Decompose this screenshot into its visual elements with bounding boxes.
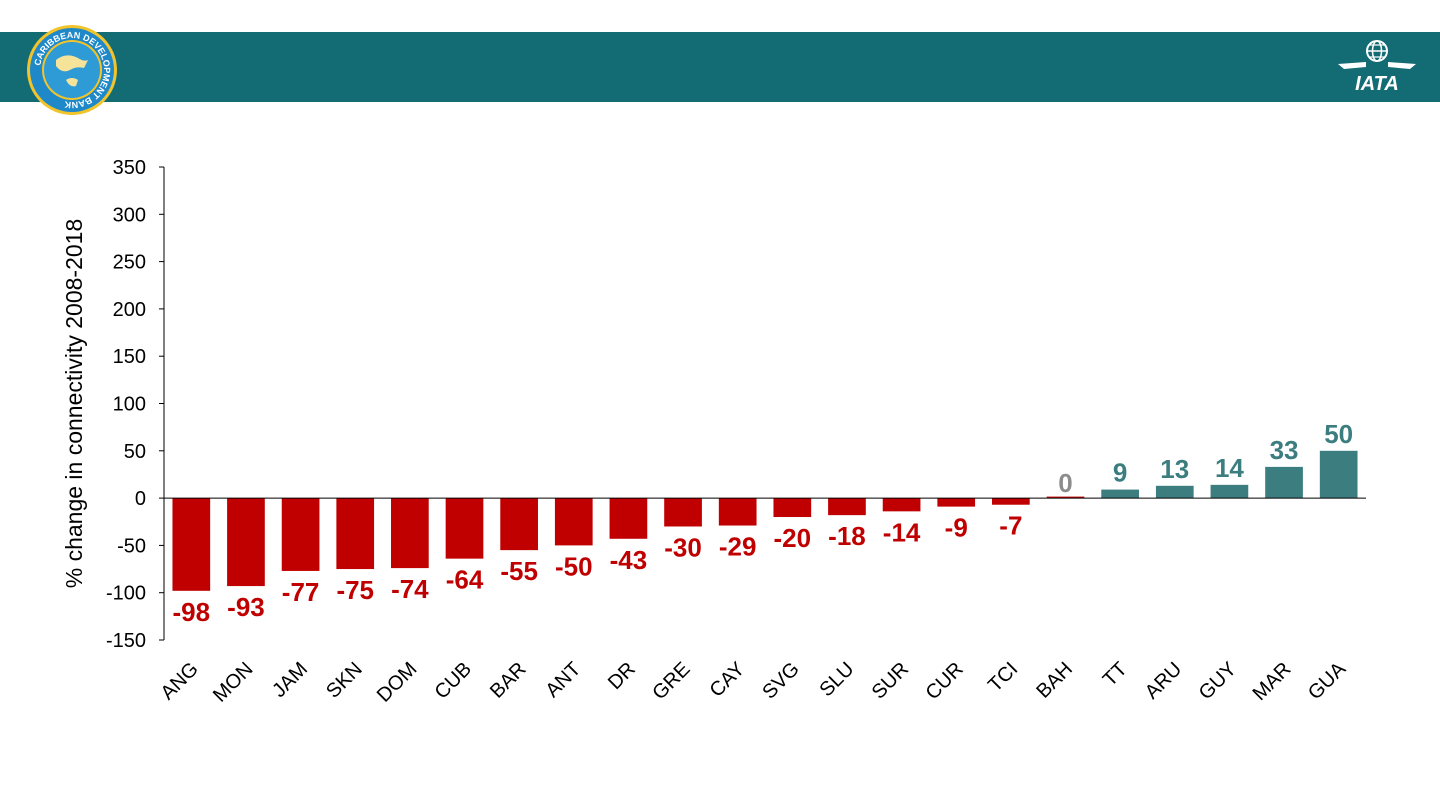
caribbean-development-bank-logo: CARIBBEAN DEVELOPMENT BANK	[27, 25, 117, 115]
y-axis-title: % change in connectivity 2008-2018	[61, 219, 87, 589]
bar	[882, 498, 921, 512]
bar	[1210, 484, 1249, 499]
x-category-label: CUR	[922, 658, 968, 704]
data-label: -29	[719, 532, 757, 562]
data-label: -64	[446, 565, 484, 595]
x-category-label: ARU	[1141, 658, 1186, 703]
y-tick-label: 250	[113, 252, 146, 274]
bar	[1265, 466, 1303, 499]
header-banner	[0, 32, 1440, 102]
data-label: -74	[391, 574, 429, 604]
data-label: -7	[999, 511, 1022, 541]
data-label: -18	[828, 521, 866, 551]
data-label: -98	[173, 597, 211, 627]
bar	[336, 498, 375, 570]
x-category-label: ANT	[541, 658, 585, 702]
bar	[1155, 485, 1194, 499]
data-label: -77	[282, 577, 320, 607]
x-category-label: DR	[604, 658, 640, 694]
bar	[500, 498, 538, 551]
x-category-label: GRE	[648, 658, 694, 704]
data-label: 50	[1324, 419, 1353, 449]
data-label: 0	[1058, 468, 1072, 498]
x-category-label: SKN	[322, 658, 367, 703]
bar-chart: 350 300 250 200 150 100 50 0 -50 -100 -150 % change…	[61, 157, 1366, 707]
bar	[1101, 489, 1139, 499]
x-category-label: SUR	[868, 658, 913, 703]
data-label: -55	[500, 556, 538, 586]
data-label: -93	[227, 592, 265, 622]
data-label: -14	[883, 517, 921, 547]
bar	[391, 498, 429, 569]
data-label: -9	[945, 513, 968, 543]
x-category-label: CUB	[431, 658, 476, 703]
bar	[227, 498, 265, 587]
data-label: -30	[664, 532, 702, 562]
data-label: 13	[1160, 454, 1189, 484]
x-category-label: DOM	[373, 658, 422, 707]
x-category-label: TT	[1099, 658, 1132, 691]
bar	[281, 498, 320, 571]
x-category-label: GUA	[1304, 658, 1351, 705]
data-label: 14	[1215, 453, 1244, 483]
y-tick-label: 0	[135, 488, 146, 510]
x-category-label: SLU	[815, 658, 858, 701]
y-tick-label: 200	[113, 299, 146, 321]
x-category-label: MAR	[1249, 658, 1296, 705]
bar	[773, 498, 812, 518]
bar	[718, 498, 757, 526]
iata-logo: IATA	[1338, 40, 1416, 95]
data-label: -43	[610, 545, 648, 575]
x-category-label: JAM	[268, 658, 312, 702]
data-label: -20	[774, 523, 812, 553]
bar	[937, 498, 976, 507]
x-category-label: TCI	[984, 658, 1022, 696]
bar	[828, 498, 866, 516]
y-tick-label: -50	[117, 535, 146, 557]
bar	[992, 498, 1030, 505]
data-label: -50	[555, 551, 593, 581]
data-label: 9	[1113, 458, 1127, 488]
bar	[664, 498, 702, 527]
bar	[172, 498, 211, 591]
x-category-label: SVG	[758, 658, 803, 703]
bar	[1046, 496, 1085, 499]
y-tick-label: 50	[124, 441, 146, 463]
iata-logo-text: IATA	[1355, 73, 1399, 95]
y-tick-label: -150	[106, 630, 146, 652]
bar	[554, 498, 593, 546]
x-category-label: ANG	[157, 658, 203, 704]
chart-area: 350 300 250 200 150 100 50 0 -50 -100 -150 % change…	[0, 140, 1440, 780]
x-category-label: BAH	[1032, 658, 1077, 703]
bar	[1319, 450, 1358, 499]
x-category-label: CAY	[706, 658, 750, 702]
x-category-label: BAR	[486, 658, 531, 703]
bar	[609, 498, 648, 539]
y-tick-label: 100	[113, 394, 146, 416]
x-category-label: GUY	[1195, 658, 1241, 704]
y-tick-label: -100	[106, 583, 146, 605]
data-label: 33	[1270, 435, 1299, 465]
y-tick-label: 300	[113, 204, 146, 226]
data-label: -75	[336, 575, 374, 605]
y-tick-label: 150	[113, 346, 146, 368]
x-category-label: MON	[209, 658, 258, 707]
bar	[445, 498, 484, 559]
y-tick-label: 350	[113, 157, 146, 179]
